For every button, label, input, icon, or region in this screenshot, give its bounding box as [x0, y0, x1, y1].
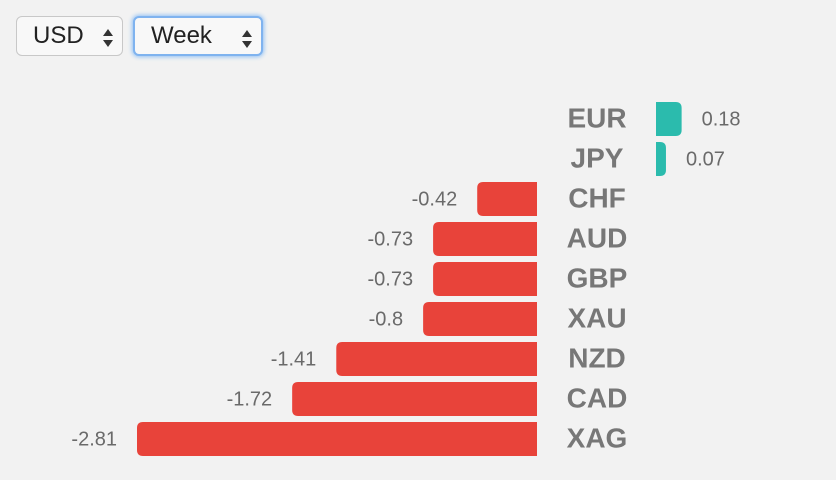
category-label: CAD	[567, 382, 628, 413]
period-value: Week	[151, 22, 212, 49]
value-label: -0.73	[367, 268, 413, 290]
value-label: -0.8	[369, 308, 403, 330]
bar	[656, 142, 666, 176]
select-arrows	[242, 30, 252, 48]
bar	[137, 422, 537, 456]
value-label: -1.41	[271, 348, 317, 370]
bar	[477, 182, 537, 216]
bar	[656, 102, 682, 136]
category-label: NZD	[568, 342, 626, 373]
currency-value: USD	[33, 22, 84, 49]
category-label: XAU	[567, 302, 626, 333]
value-label: -2.81	[71, 428, 117, 450]
bar	[433, 262, 537, 296]
value-label: 0.07	[686, 148, 725, 170]
bar	[336, 342, 537, 376]
bar	[292, 382, 537, 416]
bar	[433, 222, 537, 256]
period-select[interactable]: Week	[133, 16, 263, 56]
category-label: XAG	[567, 422, 628, 453]
category-label: GBP	[567, 262, 628, 293]
value-label: -1.72	[227, 388, 273, 410]
value-label: -0.42	[412, 188, 458, 210]
currency-select[interactable]: USD	[16, 16, 123, 56]
category-label: EUR	[567, 102, 626, 133]
category-label: AUD	[567, 222, 628, 253]
value-label: 0.18	[702, 108, 741, 130]
value-label: -0.73	[367, 228, 413, 250]
select-arrows	[103, 29, 113, 47]
category-label: JPY	[571, 142, 624, 173]
category-label: CHF	[568, 182, 626, 213]
bar	[423, 302, 537, 336]
